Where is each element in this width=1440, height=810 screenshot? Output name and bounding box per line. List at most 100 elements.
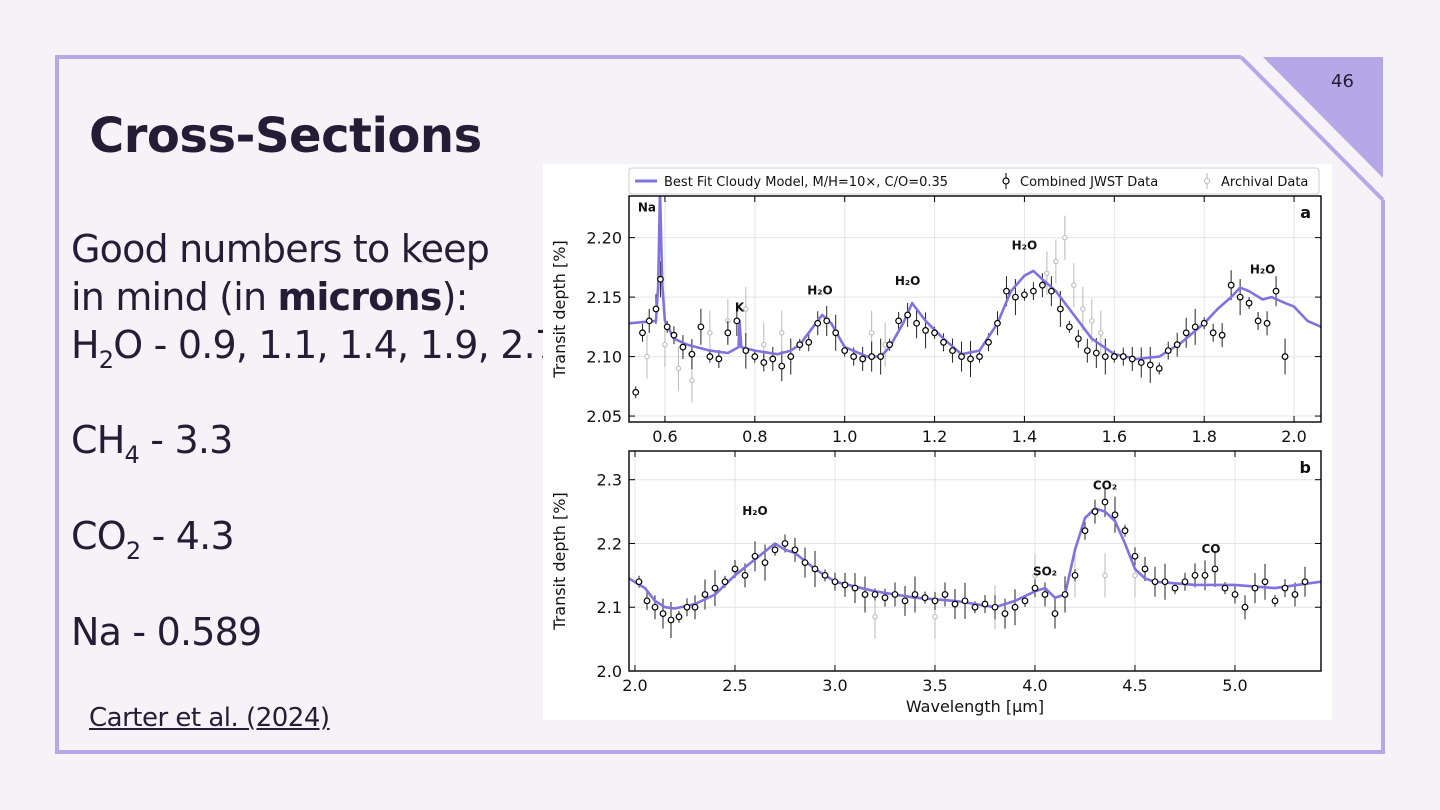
panel-a-ytick-label: 2.15 (586, 288, 622, 307)
panel-a-jwst-point (1155, 365, 1163, 372)
panel-b-jwst-point (1201, 571, 1209, 579)
panel-a-archival-point (779, 330, 785, 336)
panel-b-jwst-point (991, 603, 999, 611)
panel-b-xtick-label: 2.5 (722, 676, 747, 695)
panel-a-jwst-point (778, 362, 786, 370)
panel-a-jwst-point (841, 347, 849, 355)
slide-title: Cross-Sections (89, 108, 482, 164)
body-line-co2: CO2 - 4.3 (71, 512, 235, 563)
panel-a-jwst-point (832, 329, 840, 337)
panel-a-jwst-point (949, 347, 956, 355)
panel-b-jwst-point (1041, 591, 1049, 598)
panel-a-jwst-point (1092, 349, 1100, 357)
panel-b-plot-area (629, 487, 1321, 639)
panel-a-jwst-point (1030, 287, 1037, 295)
body-line-intro: Good numbers to keep in mind (in microns… (71, 225, 559, 372)
panel-a-archival-point (761, 341, 767, 348)
panel-b-jwst-point (841, 581, 849, 589)
panel-b-jwst-point (643, 597, 651, 605)
panel-a-jwst-point (733, 317, 741, 325)
body-line2-pre: in mind (in (71, 275, 278, 319)
panel-b-xtick-label: 5.0 (1222, 676, 1247, 695)
panel-b-jwst-point (711, 584, 719, 592)
panel-b-xtick-label: 3.5 (922, 676, 947, 695)
panel-a-jwst-point (931, 329, 938, 337)
panel-b-jwst-point (635, 578, 643, 586)
panel-a-panel-label: a (1300, 203, 1311, 222)
panel-a-jwst-point (657, 275, 664, 283)
panel-b-jwst-point (721, 578, 729, 586)
panel-b-ytick-label: 2.3 (597, 471, 622, 490)
panel-a-jwst-point (1074, 335, 1082, 343)
panel-a-jwst-point (940, 338, 947, 346)
panel-a-xtick-label: 1.2 (922, 427, 947, 446)
panel-a-archival-point (1080, 306, 1086, 312)
panel-b-jwst-point (1181, 578, 1189, 586)
legend-archival-swatch (1204, 178, 1210, 184)
panel-b-ylabel: Transit depth [%] (550, 492, 569, 630)
panel-a-annotation: H₂O (1012, 239, 1038, 253)
panel-a-ytick-label: 2.10 (586, 348, 622, 367)
panel-a-jwst-point (670, 331, 678, 339)
slide-border (55, 55, 1385, 754)
panel-b-jwst-point (931, 597, 939, 605)
panel-b-jwst-point (1111, 511, 1119, 519)
panel-b-archival-point (872, 614, 878, 620)
panel-a-annotation: H₂O (1250, 262, 1276, 276)
panel-b-jwst-point (1261, 578, 1269, 586)
dogear-fold-line (1239, 55, 1385, 202)
panel-b-jwst-point (701, 591, 709, 598)
panel-a-jwst-point (796, 341, 804, 349)
legend-jwst-label: Combined JWST Data (1020, 175, 1158, 190)
panel-a-jwst-point (715, 355, 723, 363)
panel-a-ylabel: Transit depth [%] (550, 240, 569, 378)
panel-a-jwst-point (679, 343, 687, 351)
panel-a-jwst-point (904, 311, 911, 319)
panel-a-xtick-label: 1.4 (1012, 427, 1037, 446)
panel-b-jwst-point (1001, 610, 1009, 618)
panel-b-jwst-point (691, 603, 699, 611)
panel-a-jwst-point (1039, 281, 1046, 289)
panel-a-archival-point (1053, 258, 1059, 265)
panel-b-panel-label: b (1300, 458, 1311, 477)
panel-a-ytick-label: 2.05 (586, 407, 622, 426)
body-line2-bold: microns (277, 275, 443, 319)
panel-a-jwst-point (1209, 329, 1217, 337)
panel-a-annotation: H₂O (807, 284, 833, 298)
panel-a-jwst-point (1065, 323, 1073, 331)
panel-b-jwst-point (961, 597, 969, 605)
panel-b-jwst-point (1021, 597, 1029, 605)
panel-a-jwst-point (976, 353, 983, 360)
panel-a-jwst-point (706, 353, 714, 360)
panel-b-jwst-point (791, 546, 799, 554)
panel-a-jwst-point (1245, 299, 1253, 307)
panel-b-jwst-point (741, 571, 749, 579)
panel-a-jwst-point (1263, 319, 1271, 327)
panel-a-jwst-point (1083, 347, 1091, 355)
panel-b-jwst-point (751, 552, 759, 560)
panel-b-xtick-label: 3.0 (822, 676, 847, 695)
legend-archival-label: Archival Data (1221, 175, 1308, 190)
panel-b-model-line (629, 507, 1321, 610)
panel-b-jwst-point (683, 603, 691, 611)
citation-link[interactable]: Carter et al. (2024) (89, 703, 330, 733)
panel-b-archival-point (1032, 572, 1038, 579)
panel-b-jwst-point (981, 600, 989, 608)
panel-b-jwst-point (951, 600, 959, 608)
h2o-prefix: H (71, 323, 100, 367)
panel-a-archival-point (689, 377, 695, 384)
panel-a-jwst-point (652, 305, 660, 313)
panel-b-jwst-point (1271, 597, 1279, 605)
panel-b-jwst-point (675, 613, 683, 621)
panel-b-jwst-point (891, 591, 899, 598)
panel-a-jwst-point (922, 327, 929, 334)
panel-a-jwst-point (1119, 353, 1127, 360)
ch4-prefix: CH (71, 418, 125, 462)
panel-a-annotation: K (735, 300, 745, 314)
panel-b-jwst-point (1081, 527, 1089, 535)
spectrum-figure: 0.6 0.8 1.0 1.2 1.4 1.6 1.8 2.0 2.05 2.10 2.15 2.20… (543, 164, 1332, 720)
panel-a-jwst-point (1164, 347, 1172, 355)
panel-a-jwst-point (985, 338, 992, 346)
panel-a-jwst-point (967, 355, 974, 363)
